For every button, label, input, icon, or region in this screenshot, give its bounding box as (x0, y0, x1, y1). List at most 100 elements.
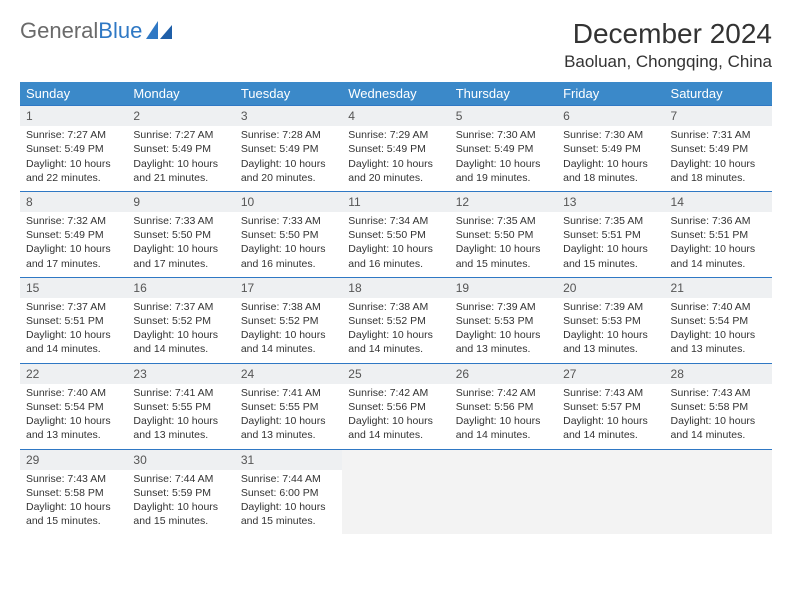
day-content-cell: Sunrise: 7:43 AMSunset: 5:58 PMDaylight:… (665, 384, 772, 449)
dayname-saturday: Saturday (665, 82, 772, 106)
month-title: December 2024 (564, 18, 772, 50)
day-number-cell: 29 (20, 449, 127, 470)
day-content-cell: Sunrise: 7:44 AMSunset: 6:00 PMDaylight:… (235, 470, 342, 535)
day-number-cell: 16 (127, 277, 234, 298)
day-d2: and 21 minutes. (133, 171, 228, 185)
day-d1: Daylight: 10 hours (133, 328, 228, 342)
day-sunset: Sunset: 5:56 PM (348, 400, 443, 414)
day-sunrise: Sunrise: 7:37 AM (133, 300, 228, 314)
day-sunset: Sunset: 5:53 PM (563, 314, 658, 328)
day-sunset: Sunset: 5:51 PM (671, 228, 766, 242)
day-content-cell: Sunrise: 7:41 AMSunset: 5:55 PMDaylight:… (127, 384, 234, 449)
day-number-cell: 9 (127, 191, 234, 212)
day-sunrise: Sunrise: 7:44 AM (241, 472, 336, 486)
day-content-cell: Sunrise: 7:36 AMSunset: 5:51 PMDaylight:… (665, 212, 772, 277)
day-d2: and 13 minutes. (133, 428, 228, 442)
day-sunrise: Sunrise: 7:41 AM (241, 386, 336, 400)
day-d1: Daylight: 10 hours (563, 328, 658, 342)
day-number: 29 (26, 453, 39, 467)
day-number-cell: 5 (450, 106, 557, 127)
day-number: 10 (241, 195, 254, 209)
dayname-monday: Monday (127, 82, 234, 106)
day-d1: Daylight: 10 hours (241, 414, 336, 428)
day-sunrise: Sunrise: 7:40 AM (671, 300, 766, 314)
day-number-cell: 19 (450, 277, 557, 298)
day-sunset: Sunset: 5:49 PM (26, 228, 121, 242)
title-block: December 2024 Baoluan, Chongqing, China (564, 18, 772, 72)
day-number-cell: 12 (450, 191, 557, 212)
day-d1: Daylight: 10 hours (133, 500, 228, 514)
week-daynum-row: 22232425262728 (20, 363, 772, 384)
day-number-cell: 23 (127, 363, 234, 384)
day-number-cell: 4 (342, 106, 449, 127)
day-number: 25 (348, 367, 361, 381)
day-d2: and 15 minutes. (456, 257, 551, 271)
day-sunset: Sunset: 5:53 PM (456, 314, 551, 328)
day-sunset: Sunset: 5:49 PM (563, 142, 658, 156)
day-d1: Daylight: 10 hours (133, 242, 228, 256)
day-d2: and 16 minutes. (348, 257, 443, 271)
day-sunset: Sunset: 5:57 PM (563, 400, 658, 414)
day-number-cell: 14 (665, 191, 772, 212)
day-number: 24 (241, 367, 254, 381)
day-content-cell: Sunrise: 7:30 AMSunset: 5:49 PMDaylight:… (557, 126, 664, 191)
day-number-cell: 15 (20, 277, 127, 298)
day-number-cell (342, 449, 449, 470)
day-sunset: Sunset: 5:52 PM (133, 314, 228, 328)
day-sunrise: Sunrise: 7:32 AM (26, 214, 121, 228)
day-sunrise: Sunrise: 7:27 AM (26, 128, 121, 142)
day-d1: Daylight: 10 hours (456, 242, 551, 256)
day-sunrise: Sunrise: 7:37 AM (26, 300, 121, 314)
day-sunrise: Sunrise: 7:28 AM (241, 128, 336, 142)
day-sunrise: Sunrise: 7:38 AM (348, 300, 443, 314)
day-d2: and 20 minutes. (241, 171, 336, 185)
day-d1: Daylight: 10 hours (26, 157, 121, 171)
day-d1: Daylight: 10 hours (671, 414, 766, 428)
day-sunrise: Sunrise: 7:33 AM (241, 214, 336, 228)
day-content-cell (665, 470, 772, 535)
day-content-cell: Sunrise: 7:27 AMSunset: 5:49 PMDaylight:… (20, 126, 127, 191)
day-d2: and 19 minutes. (456, 171, 551, 185)
day-sunset: Sunset: 5:55 PM (241, 400, 336, 414)
day-number: 14 (671, 195, 684, 209)
day-number: 20 (563, 281, 576, 295)
day-d2: and 15 minutes. (133, 514, 228, 528)
day-number: 16 (133, 281, 146, 295)
day-d1: Daylight: 10 hours (563, 157, 658, 171)
day-d2: and 14 minutes. (671, 257, 766, 271)
week-daynum-row: 15161718192021 (20, 277, 772, 298)
day-sunset: Sunset: 5:56 PM (456, 400, 551, 414)
logo-sail-icon (146, 21, 172, 41)
day-content-cell (342, 470, 449, 535)
week-content-row: Sunrise: 7:40 AMSunset: 5:54 PMDaylight:… (20, 384, 772, 449)
week-content-row: Sunrise: 7:37 AMSunset: 5:51 PMDaylight:… (20, 298, 772, 363)
day-sunrise: Sunrise: 7:35 AM (456, 214, 551, 228)
dayname-row: Sunday Monday Tuesday Wednesday Thursday… (20, 82, 772, 106)
day-sunrise: Sunrise: 7:34 AM (348, 214, 443, 228)
day-sunset: Sunset: 5:49 PM (348, 142, 443, 156)
day-d2: and 14 minutes. (348, 342, 443, 356)
day-d1: Daylight: 10 hours (241, 157, 336, 171)
day-number: 1 (26, 109, 33, 123)
day-d2: and 15 minutes. (563, 257, 658, 271)
day-d1: Daylight: 10 hours (241, 328, 336, 342)
day-d1: Daylight: 10 hours (348, 414, 443, 428)
header: GeneralBlue December 2024 Baoluan, Chong… (20, 18, 772, 72)
day-sunset: Sunset: 5:58 PM (671, 400, 766, 414)
day-number: 3 (241, 109, 248, 123)
day-sunrise: Sunrise: 7:43 AM (671, 386, 766, 400)
day-d2: and 22 minutes. (26, 171, 121, 185)
day-sunset: Sunset: 5:54 PM (671, 314, 766, 328)
day-number-cell (450, 449, 557, 470)
day-sunset: Sunset: 5:52 PM (348, 314, 443, 328)
day-content-cell (450, 470, 557, 535)
day-content-cell: Sunrise: 7:31 AMSunset: 5:49 PMDaylight:… (665, 126, 772, 191)
day-content-cell: Sunrise: 7:42 AMSunset: 5:56 PMDaylight:… (450, 384, 557, 449)
day-d2: and 17 minutes. (26, 257, 121, 271)
day-d1: Daylight: 10 hours (671, 157, 766, 171)
day-sunrise: Sunrise: 7:27 AM (133, 128, 228, 142)
day-number: 5 (456, 109, 463, 123)
day-d1: Daylight: 10 hours (563, 414, 658, 428)
dayname-thursday: Thursday (450, 82, 557, 106)
day-content-cell: Sunrise: 7:32 AMSunset: 5:49 PMDaylight:… (20, 212, 127, 277)
